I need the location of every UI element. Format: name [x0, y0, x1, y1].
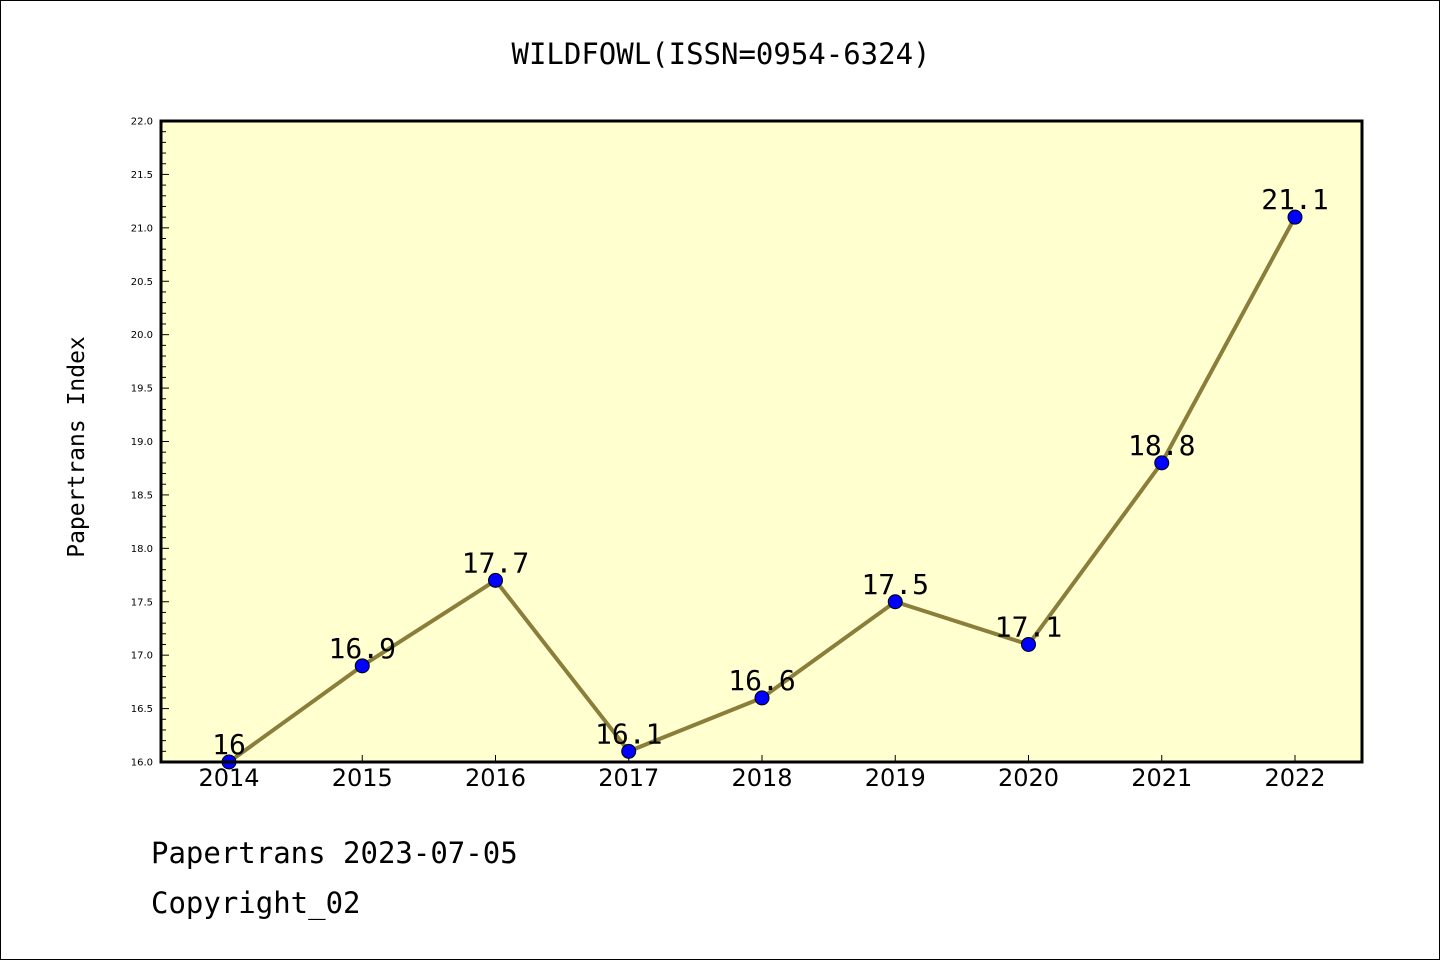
data-label: 16: [212, 728, 246, 761]
x-tick-label: 2021: [1131, 764, 1192, 792]
data-label: 16.1: [595, 717, 662, 750]
y-tick-label: 17.0: [131, 651, 153, 662]
x-tick-label: 2020: [998, 764, 1059, 792]
footer-date-text: Papertrans 2023-07-05: [151, 836, 518, 870]
data-label: 18.8: [1128, 429, 1195, 462]
x-tick-label: 2018: [731, 764, 792, 792]
x-tick-label: 2017: [598, 764, 659, 792]
footer-copyright-text: Copyright_02: [151, 886, 361, 920]
data-label: 16.6: [728, 664, 795, 697]
data-label: 17.7: [462, 546, 529, 579]
y-tick-label: 18.0: [131, 544, 153, 555]
y-tick-label: 16.0: [131, 758, 153, 769]
x-tick-label: 2022: [1264, 764, 1325, 792]
y-tick-label: 16.5: [131, 704, 153, 715]
data-label: 17.5: [862, 568, 929, 601]
data-label: 17.1: [995, 610, 1062, 643]
x-tick-label: 2019: [865, 764, 926, 792]
y-tick-label: 17.5: [131, 597, 153, 608]
y-tick-label: 21.5: [131, 170, 153, 181]
y-tick-label: 19.5: [131, 384, 153, 395]
y-tick-label: 18.5: [131, 490, 153, 501]
y-tick-label: 20.0: [131, 330, 153, 341]
y-tick-label: 20.5: [131, 277, 153, 288]
x-tick-label: 2015: [332, 764, 393, 792]
y-tick-label: 19.0: [131, 437, 153, 448]
data-label: 21.1: [1261, 183, 1328, 216]
data-label: 16.9: [329, 632, 396, 665]
y-tick-label: 22.0: [131, 117, 153, 128]
x-tick-label: 2016: [465, 764, 526, 792]
y-tick-label: 21.0: [131, 223, 153, 234]
